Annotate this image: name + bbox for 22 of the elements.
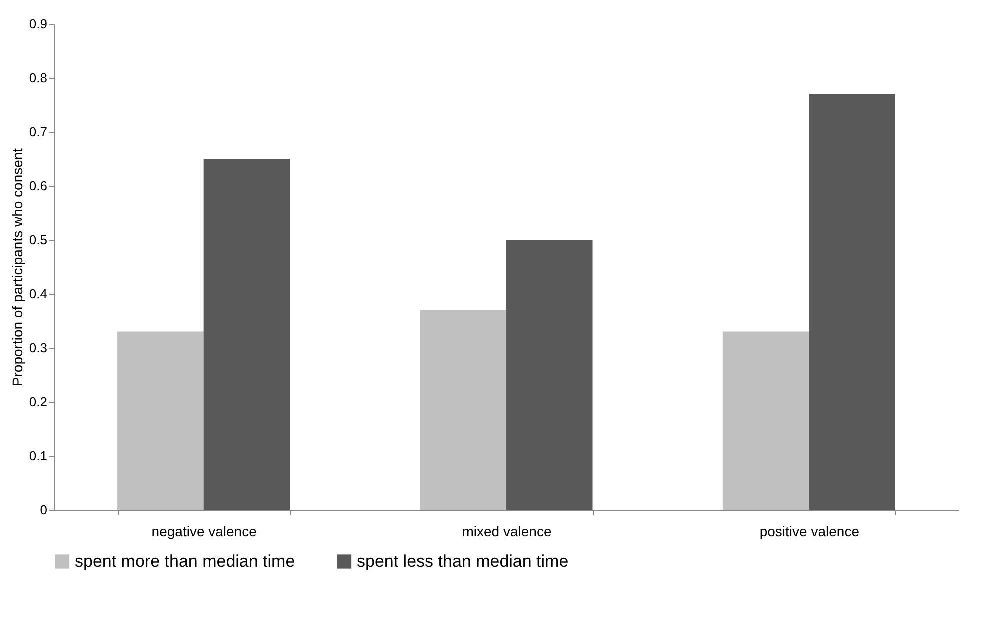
y-tick-label: 0.1 xyxy=(29,448,48,464)
y-tick-label: 0.6 xyxy=(29,178,48,194)
y-tick-label: 0.4 xyxy=(29,286,48,302)
bar xyxy=(204,159,290,510)
y-tick-label: 0.7 xyxy=(29,124,48,140)
y-tick-label: 0 xyxy=(40,502,48,518)
y-tick-label: 0.2 xyxy=(29,394,48,410)
y-tick-label: 0.5 xyxy=(29,232,48,248)
bar xyxy=(809,94,896,510)
bar xyxy=(722,332,810,510)
y-axis-title: Proportion of participants who consent xyxy=(9,148,26,387)
x-tick-label: mixed valence xyxy=(462,524,552,540)
y-tick-label: 0.3 xyxy=(29,340,48,356)
legend-label: spent less than median time xyxy=(357,552,569,571)
bar xyxy=(420,310,506,510)
bar xyxy=(118,332,204,510)
x-tick-label: positive valence xyxy=(760,524,860,540)
legend-label: spent more than median time xyxy=(75,552,296,571)
y-tick-label: 0.9 xyxy=(29,16,48,32)
x-tick-label: negative valence xyxy=(152,524,258,540)
bar xyxy=(506,240,593,510)
y-tick-label: 0.8 xyxy=(29,70,48,86)
